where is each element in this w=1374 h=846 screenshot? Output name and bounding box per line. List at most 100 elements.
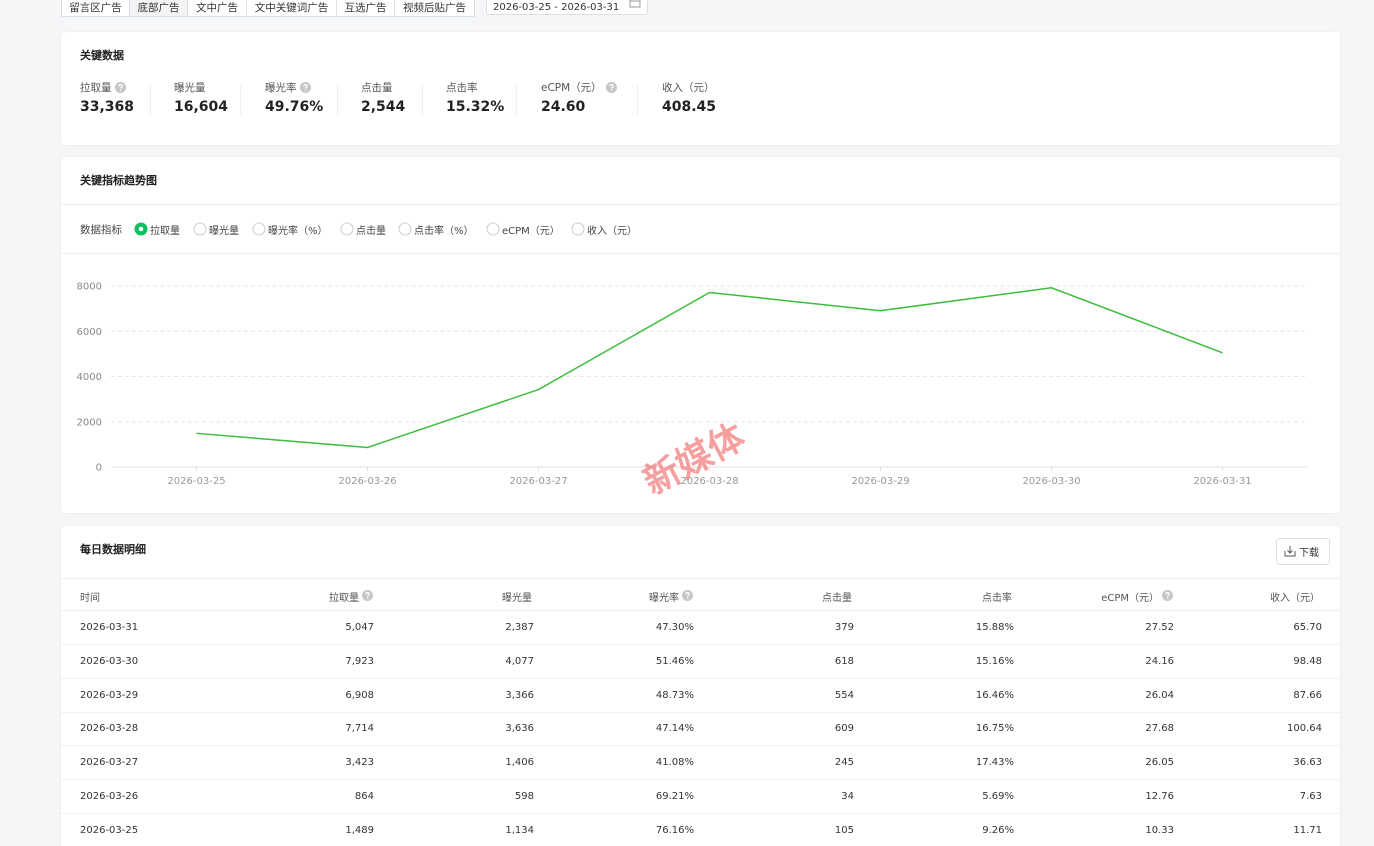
metric-label: 拉取量 <box>80 82 112 94</box>
cell: 245 <box>834 757 854 769</box>
card-title: 每日数据明细 <box>80 543 146 556</box>
row-divider <box>61 813 1340 814</box>
cell: 2,387 <box>505 622 534 633</box>
radio[interactable] <box>134 222 148 236</box>
divider <box>61 578 1340 579</box>
date-range[interactable]: 2026-03-25 - 2026-03-31 <box>486 0 648 15</box>
calendar-icon[interactable] <box>629 0 641 9</box>
help-icon[interactable] <box>605 82 617 93</box>
cell: 1,406 <box>505 757 534 769</box>
column-header: 点击量 <box>822 593 852 604</box>
calendar-frame <box>629 0 641 8</box>
cell: 1,134 <box>505 824 534 836</box>
help-dot <box>610 89 612 91</box>
radio-label[interactable]: 点击量 <box>356 226 386 237</box>
tab[interactable]: 文中广告 <box>187 0 247 17</box>
help-icon[interactable] <box>682 590 693 601</box>
cell: 598 <box>514 791 534 802</box>
radio-label[interactable]: 拉取量 <box>150 226 180 237</box>
metric-separator <box>337 85 338 115</box>
radio-ring <box>571 222 585 236</box>
row-divider <box>61 779 1340 781</box>
divider <box>61 610 1340 611</box>
radio-label[interactable]: 曝光量 <box>209 226 239 237</box>
help-mark <box>1165 591 1170 597</box>
cell: 2026-03-31 <box>80 622 139 633</box>
cell: 15.16% <box>975 655 1014 667</box>
metric-label: 曝光量 <box>174 82 206 94</box>
metric-separator <box>516 85 517 115</box>
download-icon[interactable] <box>1284 545 1296 557</box>
radio[interactable] <box>252 222 266 236</box>
cell: 47.30% <box>655 622 694 633</box>
cell: 76.16% <box>655 824 694 836</box>
cell: 100.64 <box>1287 723 1322 735</box>
tab[interactable]: 互选广告 <box>336 0 395 17</box>
cell: 11.71 <box>1293 824 1322 836</box>
radio-ring <box>193 222 207 236</box>
cell: 2026-03-30 <box>80 655 139 667</box>
key-data-card <box>61 32 1340 145</box>
radio-label[interactable]: 点击率（%） <box>414 226 474 237</box>
help-mark <box>365 591 370 597</box>
trend-card <box>61 157 1340 513</box>
tab[interactable]: 视频后贴广告 <box>394 0 475 17</box>
metric-separator <box>150 85 151 115</box>
metric-value: 24.60 <box>541 99 586 115</box>
help-dot <box>305 89 307 91</box>
radio[interactable] <box>486 222 500 236</box>
cell: 17.43% <box>975 757 1014 769</box>
cell: 554 <box>834 689 854 701</box>
row-divider <box>61 711 1340 713</box>
card-title: 关键指标趋势图 <box>80 174 157 187</box>
column-header: 拉取量 <box>329 593 359 604</box>
radio-ring <box>340 222 354 236</box>
column-header: 点击率 <box>982 593 1012 604</box>
cell: 27.52 <box>1145 622 1174 633</box>
cell: 105 <box>834 824 854 836</box>
cell: 2026-03-27 <box>80 757 139 769</box>
radio-label[interactable]: 收入（元） <box>587 226 637 237</box>
cell: 12.76 <box>1145 791 1174 802</box>
help-dot <box>120 89 122 91</box>
help-mark <box>118 83 124 89</box>
download-label[interactable]: 下载 <box>1299 548 1319 559</box>
metric-value: 15.32% <box>446 99 505 115</box>
radio-label[interactable]: eCPM（元） <box>502 226 560 237</box>
cell: 16.46% <box>975 689 1014 701</box>
radio-label[interactable]: 曝光率（%） <box>268 226 328 237</box>
tab[interactable]: 底部广告 <box>129 0 188 17</box>
radio[interactable] <box>571 222 585 236</box>
tab[interactable]: 文中关键词广告 <box>246 0 337 17</box>
help-icon[interactable] <box>362 590 373 601</box>
cell: 48.73% <box>655 689 694 701</box>
cell: 7,923 <box>345 655 374 667</box>
help-dot <box>686 597 689 599</box>
cell: 3,636 <box>505 723 534 735</box>
radio[interactable] <box>340 222 354 236</box>
cell: 7,714 <box>345 723 374 735</box>
cell: 6,908 <box>345 689 374 701</box>
metric-value: 16,604 <box>174 99 229 115</box>
help-mark <box>608 83 614 89</box>
cell: 2026-03-28 <box>80 723 139 735</box>
radio-ring <box>486 222 500 236</box>
cell: 51.46% <box>655 655 694 667</box>
metric-separator <box>240 85 241 115</box>
radio-ring <box>252 222 266 236</box>
cell: 98.48 <box>1293 655 1322 667</box>
column-header: 曝光率 <box>649 593 679 604</box>
help-icon[interactable] <box>115 82 127 93</box>
help-icon[interactable] <box>300 82 312 93</box>
radio[interactable] <box>193 222 207 236</box>
tab[interactable]: 留言区广告 <box>61 0 130 17</box>
column-header: 曝光量 <box>502 593 532 604</box>
cell: 1,489 <box>345 824 374 836</box>
metric-label: 点击率 <box>446 82 478 94</box>
help-mark <box>303 83 309 89</box>
divider <box>61 204 1340 205</box>
cell: 3,366 <box>505 689 534 701</box>
help-icon[interactable] <box>1162 590 1173 601</box>
radio[interactable] <box>398 222 412 236</box>
